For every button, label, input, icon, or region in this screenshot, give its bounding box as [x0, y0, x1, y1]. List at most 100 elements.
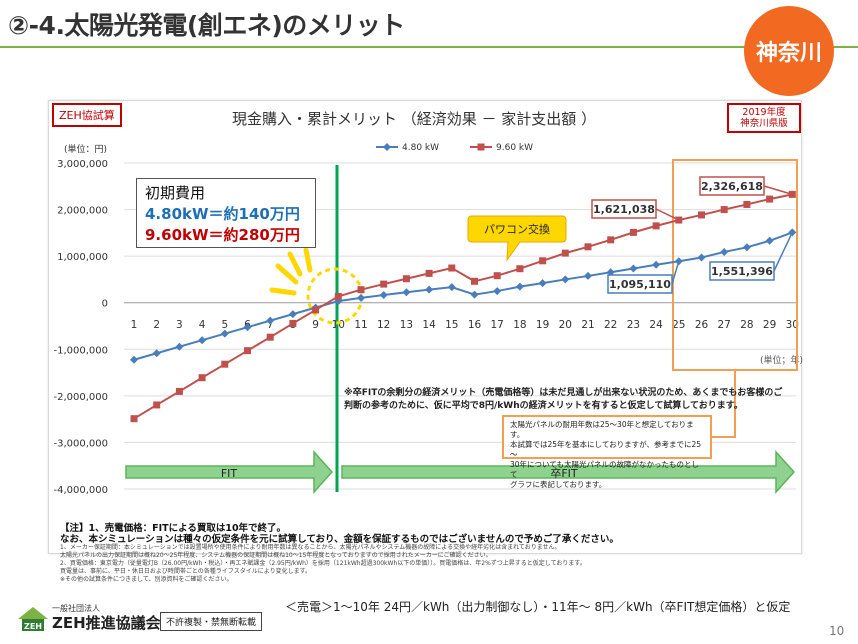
legend-label: 4.80 kW [402, 143, 439, 153]
data-point-480 [243, 323, 252, 332]
data-point-480 [130, 355, 138, 364]
burst-ray [269, 287, 297, 296]
footnote-body: なお、本シミュレーションは種々の仮定条件を元に試算しており、金額を保証するもので… [60, 534, 619, 545]
value-480-y25-box [607, 274, 673, 294]
x-tick-label: 12 [377, 319, 390, 331]
value-960-y30: 2,326,618 [701, 180, 763, 193]
x-tick-label: 2 [153, 319, 160, 331]
series-layer [130, 190, 797, 423]
panel-lifetime-note: 太陽光パネルの耐用年数は25～30年と想定しております。 本試算では25年を基本… [502, 415, 712, 489]
zeh-estimate-label: ZEH協試算 [52, 103, 122, 127]
data-point-480 [584, 271, 592, 280]
edition-year: 2019年度 [742, 107, 786, 118]
y-tick-label: 1,000,000 [57, 252, 108, 263]
x-tick-label: 11 [354, 319, 367, 331]
data-point-960 [289, 319, 297, 327]
x-tick-label: 1 [131, 319, 138, 331]
value-480-y25-leader [671, 261, 680, 285]
panel-note-line1: 太陽光パネルの耐用年数は25～30年と想定しております。 [510, 420, 694, 439]
data-point-960 [471, 277, 478, 285]
label-layer: 4.80 kW 9.60 kW FIT 卒FIT パワコン交換 1,095,110 1,55… [221, 143, 793, 480]
data-point-960 [244, 347, 251, 355]
y-tick-label: -3,000,000 [53, 438, 108, 449]
x-tick-label: 5 [221, 319, 228, 331]
x-tick-label: 29 [763, 319, 776, 331]
x-unit-label: (単位；年) [760, 354, 803, 366]
data-point-960 [448, 264, 456, 272]
sotsu-fit-arrow [341, 450, 796, 494]
data-point-960 [516, 265, 524, 273]
x-tick-label: 25 [672, 319, 685, 331]
x-tick-label: 23 [627, 319, 640, 331]
fit-arrow [125, 450, 334, 494]
pawacon-callout [467, 215, 567, 262]
data-point-480 [470, 290, 479, 299]
data-point-960 [539, 257, 547, 265]
fit-label: FIT [221, 467, 238, 480]
footnote-small-5: ※その他の試算条件につきまして、別添資料をご確認ください。 [60, 576, 233, 583]
y-tick-label: -1,000,000 [53, 345, 108, 356]
sale-price-note: ＜売電＞1～10年 24円／kWh（出力制御なし）・11年～ 8円／kWh（卒F… [285, 600, 791, 614]
value-480-y30: 1,551,396 [711, 265, 773, 278]
x-tick-label: 19 [536, 319, 549, 331]
data-point-960 [402, 275, 410, 283]
value-480-y30-box [709, 261, 775, 281]
x-tick-label: 24 [649, 319, 663, 331]
data-point-960 [130, 415, 138, 423]
y-tick-label: 2,000,000 [57, 206, 108, 217]
footnote-small-1: 1、メーカー保証期間：本シミュレーションでは設置場所や使用条件により耐用年数は異… [60, 544, 561, 551]
edition-label: 2019年度 神奈川県版 [727, 103, 801, 133]
x-tick-label: 22 [604, 319, 617, 331]
x-tick-label: 15 [445, 319, 458, 331]
pawacon-label: パワコン交換 [484, 222, 550, 236]
data-point-960 [175, 387, 183, 395]
value-960-y25-leader [655, 208, 680, 221]
x-tick-label: 16 [468, 319, 482, 331]
y-tick-label: -2,000,000 [53, 392, 108, 403]
data-point-960 [766, 195, 774, 203]
sotsu-fit-note: ※卒FITの余剰分の経済メリット（売電価格等）は未だ見通しが出来ない状況のため、… [344, 388, 783, 411]
edition-region: 神奈川県版 [740, 118, 788, 129]
data-point-480 [538, 279, 547, 288]
burst-ray [287, 251, 303, 277]
legend-marker [383, 143, 391, 151]
initial-cost-box: 初期費用 4.80kW＝約140万円 9.60kW＝約280万円 [136, 178, 316, 248]
data-point-960 [652, 222, 660, 230]
footnote-small-2: 太陽光パネルの出力保証期間は概ね20～25年程度、システム機器の保証期間は概ね1… [60, 552, 492, 559]
data-point-480 [357, 293, 365, 302]
burst-ray [303, 247, 313, 273]
data-point-480 [175, 342, 184, 351]
x-tick-label: 20 [559, 319, 572, 331]
x-tick-label: 4 [199, 319, 206, 331]
value-960-y25: 1,621,038 [593, 203, 655, 216]
initial-cost-960: 9.60kW＝約280万円 [145, 226, 300, 244]
prefecture-badge: 神奈川 [744, 6, 834, 96]
data-point-960 [198, 374, 206, 382]
data-point-960 [153, 401, 161, 409]
data-point-960 [493, 272, 501, 280]
note-connector [712, 370, 736, 438]
sotsu-fit-label: 卒FIT [550, 466, 578, 480]
data-point-480 [266, 316, 275, 325]
data-point-480 [425, 285, 434, 294]
initial-cost-480: 4.80kW＝約140万円 [145, 205, 300, 223]
data-point-480 [493, 287, 502, 296]
org-name: ZEH推進協議会 [52, 614, 161, 632]
panel-note-line4: グラフに表記しております。 [510, 480, 607, 489]
y-tick-label: 0 [102, 299, 108, 310]
value-480-y25: 1,095,110 [609, 278, 671, 291]
footnote-small-4: 買電量は、事前に、平日・休日日および時間帯ごとの各種ライフスタイルにより変化しま… [60, 568, 312, 575]
fit-arrows [125, 450, 796, 494]
series-line-480 [133, 231, 793, 361]
data-point-960 [720, 206, 728, 214]
no-copy-notice: 不許複製・禁無断転載 [160, 612, 263, 631]
data-point-480 [447, 283, 456, 292]
data-point-960 [584, 243, 592, 251]
org-type: 一般社団法人 [52, 604, 100, 613]
data-point-960 [698, 211, 705, 219]
series-line-960 [133, 193, 793, 420]
x-tick-label: 3 [176, 319, 183, 331]
data-point-960 [561, 249, 569, 257]
data-point-480 [220, 329, 229, 338]
